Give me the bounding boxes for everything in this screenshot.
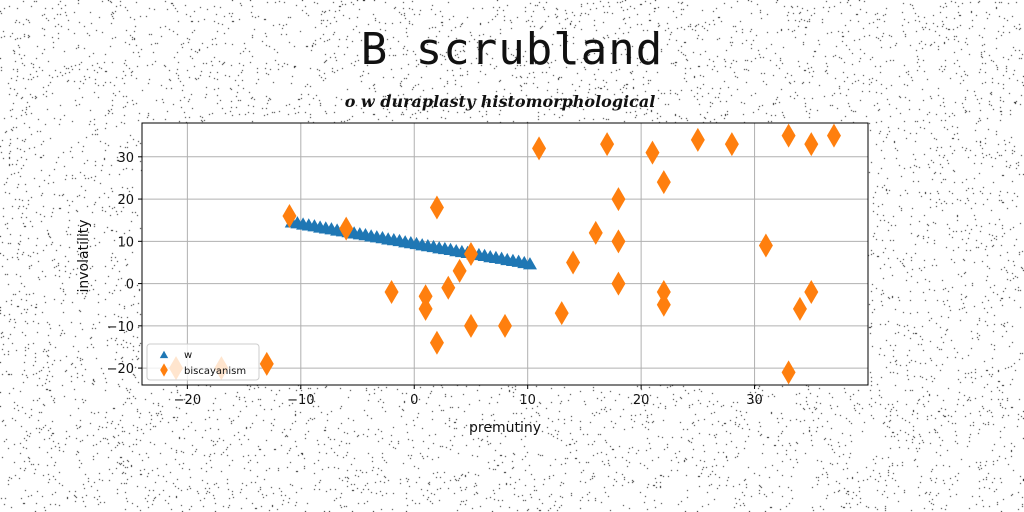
series-biscayanism [169,123,841,385]
data-point [645,140,660,165]
data-point [463,242,478,266]
x-axis-label: premutiny [469,420,541,436]
data-point [792,296,807,321]
legend-marker-biscayanism [160,363,168,377]
data-point [600,132,615,157]
data-point [418,296,433,321]
y-tick-label: 20 [117,193,134,208]
data-point [418,284,433,309]
data-point [804,280,819,305]
x-tick-label: 0 [410,393,418,408]
data-point [554,301,569,326]
data-point [690,127,705,152]
legend-label-biscayanism: biscayanism [184,366,246,377]
y-tick-label: −10 [107,320,134,335]
data-point [826,123,841,148]
data-point [656,280,671,305]
data-point [532,136,547,161]
data-point [611,229,626,254]
plot-area [142,123,868,385]
x-tick-label: −20 [174,393,201,408]
data-point [724,132,739,157]
plot-frame [141,122,869,386]
data-point [282,203,297,228]
data-point [588,220,603,245]
data-point [463,313,478,338]
data-point [384,280,399,305]
legend: w biscayanism [146,343,260,381]
data-point [429,330,444,355]
data-point [804,132,819,157]
legend-triangle-icon [159,350,169,359]
y-axis-label: involatility [76,219,92,292]
y-tick-label: 0 [126,278,134,293]
y-tick-label: 10 [117,235,134,250]
x-tick-label: 20 [633,393,650,408]
x-tick-label: −10 [287,393,314,408]
data-point [339,216,354,241]
data-point [429,195,444,220]
legend-diamond-icon [160,363,168,377]
data-point [452,258,467,283]
axis-ticks: −20 −10 0 10 20 30 −20 −10 0 10 20 30 [107,151,763,408]
series-layer [169,123,841,385]
legend-marker-w [159,350,169,359]
data-point [781,123,796,148]
data-point [441,275,456,300]
data-point [758,233,773,258]
data-point [611,271,626,296]
chart-title: B scrubland [360,24,664,75]
legend-label-w: w [184,350,192,361]
data-point [498,313,512,338]
data-point [566,250,581,275]
data-point [781,360,796,385]
data-point [259,351,274,376]
y-tick-label: −20 [107,362,134,377]
x-tick-label: 30 [746,393,763,408]
legend-box [146,343,260,381]
data-point [522,257,537,270]
chart-subtitle: o w duraplasty histomorphological [344,92,656,111]
x-tick-label: 10 [519,393,536,408]
data-point [611,187,626,212]
data-point [656,170,671,195]
data-point [656,292,671,317]
y-tick-label: 30 [117,151,134,166]
